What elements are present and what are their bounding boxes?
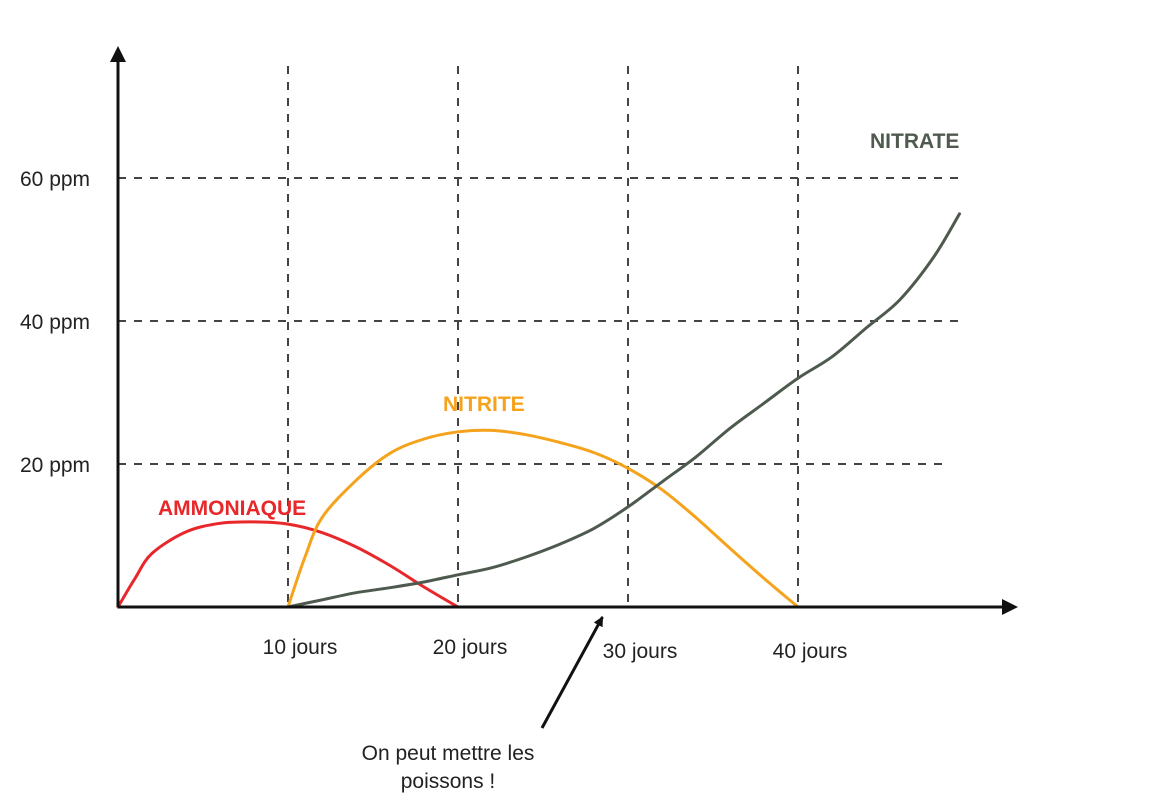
x-axis-arrow-icon: [1002, 599, 1018, 615]
series-line-ammoniaque: [116, 520, 460, 609]
series-labels: AMMONIAQUE NITRITE NITRATE: [158, 130, 959, 520]
series-label-ammoniaque: AMMONIAQUE: [158, 497, 306, 520]
x-tick-label-30: 30 jours: [603, 640, 678, 663]
series-lines: [116, 212, 961, 609]
x-tick-label-20: 20 jours: [433, 636, 508, 659]
tick-labels: 10 jours 20 jours 30 jours 40 jours 20 ppm 40…: [20, 168, 847, 663]
series-label-nitrate: NITRATE: [870, 130, 959, 153]
series-label-nitrite: NITRITE: [443, 393, 525, 416]
series-line-nitrite: [286, 428, 800, 609]
x-tick-label-10: 10 jours: [263, 636, 338, 659]
series-line-nitrate: [286, 212, 961, 609]
y-tick-label-60: 60 ppm: [20, 168, 90, 191]
y-tick-label-40: 40 ppm: [20, 311, 90, 334]
annotation-arrow: [540, 616, 604, 729]
grid: [118, 66, 962, 607]
y-tick-label-20: 20 ppm: [20, 454, 90, 477]
annotation-text-line: poissons !: [401, 770, 496, 793]
annotation-text-line: On peut mettre les: [362, 742, 535, 765]
y-axis-arrow-icon: [110, 46, 126, 62]
annotation: On peut mettre les poissons !: [362, 616, 604, 793]
x-tick-label-40: 40 jours: [773, 640, 848, 663]
axes: [110, 46, 1018, 615]
